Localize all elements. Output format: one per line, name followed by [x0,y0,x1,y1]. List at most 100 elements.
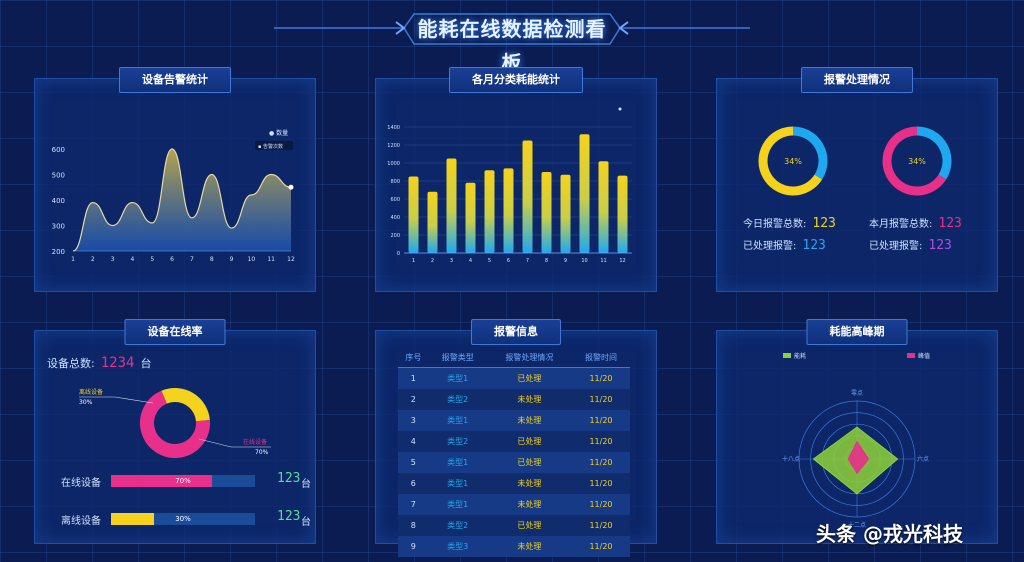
month-alarm-row: 本月报警总数: 123 [869,215,962,231]
y-tick-label: 200 [390,233,400,239]
online-title: 设备在线率 [124,319,226,345]
y-tick-label: 800 [390,179,400,185]
x-tick-label: 2 [91,256,95,263]
legend-entry: 能耗 [794,352,806,360]
table-cell: 未处理 [486,410,572,431]
alarm-info-panel: 报警信息 序号 报警类型 报警处理情况 报警时间 1 类型1 已处理 11/20 2 类型… [375,319,657,557]
watermark: 头条 @戎光科技 [816,522,963,546]
col-header: 报警处理情况 [486,347,572,368]
table-cell: 11/20 [571,494,630,515]
table-cell: 未处理 [486,473,572,494]
today-alarm-row: 今日报警总数: 123 [743,215,836,231]
ring-slice [882,126,947,196]
series-line [72,148,292,252]
online-bar-track: 70% [111,475,255,487]
donut-slice [161,388,210,422]
donut-label: 离线设备 [79,388,103,396]
x-tick-label: 10 [581,258,587,264]
y-tick-label: 1200 [387,143,400,149]
table-cell: 已处理 [486,431,572,452]
device-total-value: 1234 [100,355,135,371]
y-tick-label: 400 [390,215,400,221]
x-tick-label: 2 [431,258,434,264]
table-cell: 8 [398,515,429,536]
area-fill [73,149,291,251]
ring-slice [758,126,823,196]
x-tick-label: 1 [71,256,75,263]
x-tick-label: 11 [267,256,275,263]
handle-panel: 报警处理情况 34% 34% 今日报警总数: 123 已处理报警: 123 本月报警总… [716,67,998,292]
table-cell: 11/20 [571,473,630,494]
energy-bar-title: 各月分类耗能统计 [449,67,583,93]
radar-axis-label: 十八点 [782,455,800,463]
x-tick-label: 9 [564,258,567,264]
table-cell: 11/20 [571,389,630,410]
online-donut: 离线设备 30% 在线设备 70% [79,388,271,458]
table-cell: 类型1 [428,410,487,431]
radar-series [847,440,870,475]
online-bar-label: 在线设备 [61,478,101,489]
ring-slice [792,126,828,180]
online-bar-text: 70% [175,477,191,485]
y-tick-label: 600 [52,146,65,154]
table-cell: 3 [398,410,429,431]
table-row: 1 类型1 已处理 11/20 [398,367,630,389]
table-cell: 7 [398,494,429,515]
bar [427,191,438,253]
x-tick-label: 5 [488,258,491,264]
table-cell: 11/20 [571,536,630,557]
handle-title: 报警处理情况 [801,67,913,93]
bar [541,172,552,253]
device-total-row: 设备总数: 1234 台 [47,355,151,371]
x-tick-label: 12 [619,258,625,264]
bar [484,170,495,253]
bar [465,182,476,253]
device-total-unit: 台 [140,357,152,370]
x-tick-label: 6 [507,258,510,264]
header: 能耗在线数据检测看板 [0,0,1024,75]
table-row: 6 类型1 未处理 11/20 [398,473,630,494]
bar [617,175,628,253]
x-tick-label: 3 [450,258,453,264]
x-tick-label: 8 [545,258,548,264]
month-alarm-label: 本月报警总数: [869,219,933,230]
today-handled-value: 123 [802,238,826,253]
table-cell: 类型2 [428,515,487,536]
legend-entry: ▪ 告警次数 [258,143,283,150]
offline-bar-count: 123 [277,509,301,524]
offline-bar-text: 30% [175,515,191,523]
table-cell: 类型1 [428,473,487,494]
device-total-label: 设备总数: [47,357,95,370]
table-cell: 11/20 [571,431,630,452]
x-tick-label: 6 [170,256,174,263]
y-tick-label: 500 [52,172,65,180]
table-cell: 类型1 [428,452,487,473]
month-handled-value: 123 [928,238,952,253]
alarm-table-header: 序号 报警类型 报警处理情况 报警时间 [398,347,630,368]
peak-panel: 耗能高峰期 零点 六点 十二点 十八点 能耗 峰值 [716,319,998,544]
table-row: 8 类型2 已处理 11/20 [398,515,630,536]
bar [522,140,533,253]
y-tick-label: 0 [397,251,400,257]
today-handled-label: 已处理报警: [743,241,797,252]
today-alarm-value: 123 [812,216,836,231]
month-handled-label: 已处理报警: [869,241,923,252]
month-handled-row: 已处理报警: 123 [869,237,952,253]
y-tick-label: 200 [52,248,65,256]
radar-axis-label: 零点 [851,389,863,397]
table-row: 4 类型2 已处理 11/20 [398,431,630,452]
data-point [288,184,294,190]
table-cell: 类型1 [428,494,487,515]
x-tick-label: 12 [287,256,295,263]
table-cell: 11/20 [571,367,630,389]
header-frame [274,13,750,45]
table-cell: 已处理 [486,515,572,536]
energy-bar-panel: 各月分类耗能统计 0 200 400 600 800 1000 1200 1400 1 2 3 4 5 6… [375,67,657,292]
table-cell: 未处理 [486,389,572,410]
alarm-info-title: 报警信息 [471,319,561,345]
radar-axis-label: 十二点 [848,521,866,529]
table-row: 5 类型1 已处理 11/20 [398,452,630,473]
table-cell: 已处理 [486,452,572,473]
